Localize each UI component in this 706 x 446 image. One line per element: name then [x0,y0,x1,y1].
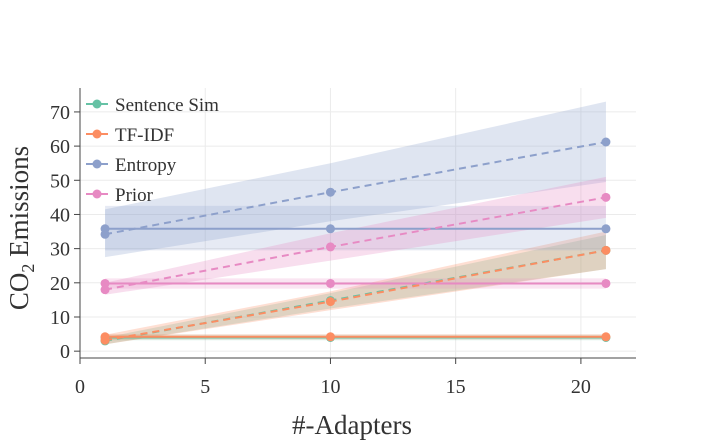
y-tick-label-20: 20 [50,273,70,295]
x-tick-label-20: 20 [571,376,591,398]
axes: 0 10 20 30 40 50 60 70 0 5 10 15 20 [50,88,636,398]
y-tick-label-70: 70 [50,102,70,124]
confidence-bands [105,101,606,345]
y-tick-label-40: 40 [50,204,70,226]
x-tick-label-5: 5 [200,376,210,398]
x-axis-title: #-Adapters [292,410,412,440]
prior-trend-point [100,285,110,295]
legend-label-tf-idf: TF-IDF [115,125,174,146]
x-tick-label-15: 15 [446,376,466,398]
tf-idf-trend-point [601,245,611,255]
tf-idf-trend-point [100,335,110,345]
prior-trend-point [325,242,335,252]
legend-swatch-marker [92,99,102,109]
y-tick-label-60: 60 [50,136,70,158]
legend-swatch-marker [92,189,102,199]
y-axis-title-subscript: 2 [18,264,38,273]
legend-item-entropy[interactable]: Entropy [86,155,177,176]
legend-swatch-marker [92,159,102,169]
x-tick-label-0: 0 [75,376,85,398]
legend-item-prior[interactable]: Prior [86,185,154,206]
x-tick-label-10: 10 [320,376,340,398]
series-points [100,137,611,346]
entropy-flat-point [325,224,335,234]
prior-flat-point [100,278,110,288]
tf-idf-flat-point [325,332,335,342]
entropy-trend-point [100,229,110,239]
y-axis-title-suffix: Emissions [4,146,34,264]
legend-label-entropy: Entropy [115,155,177,176]
legend-item-tf-idf[interactable]: TF-IDF [86,125,174,146]
tf-idf-trend-point [325,297,335,307]
legend[interactable]: Sentence Sim TF-IDF Entropy Prior [86,95,219,206]
legend-item-sentence-sim[interactable]: Sentence Sim [86,95,219,116]
entropy-flat-point [601,224,611,234]
prior-flat-point [601,278,611,288]
entropy-trend-point [325,187,335,197]
legend-label-sentence-sim: Sentence Sim [115,95,219,116]
prior-trend-band [105,176,606,295]
y-tick-label-50: 50 [50,170,70,192]
entropy-trend-point [601,137,611,147]
legend-swatch-marker [92,129,102,139]
y-tick-label-30: 30 [50,239,70,261]
prior-trend-point [601,192,611,202]
y-axis-title-main: CO [4,273,34,311]
prior-flat-point [325,278,335,288]
y-tick-label-10: 10 [50,307,70,329]
y-axis-title: CO2 Emissions [4,146,38,310]
tf-idf-trend-band [105,231,606,345]
y-tick-label-0: 0 [60,341,70,363]
entropy-trend-band [105,101,606,258]
legend-label-prior: Prior [115,185,154,206]
sentence-sim-trend-band [105,234,606,345]
tf-idf-flat-point [601,332,611,342]
